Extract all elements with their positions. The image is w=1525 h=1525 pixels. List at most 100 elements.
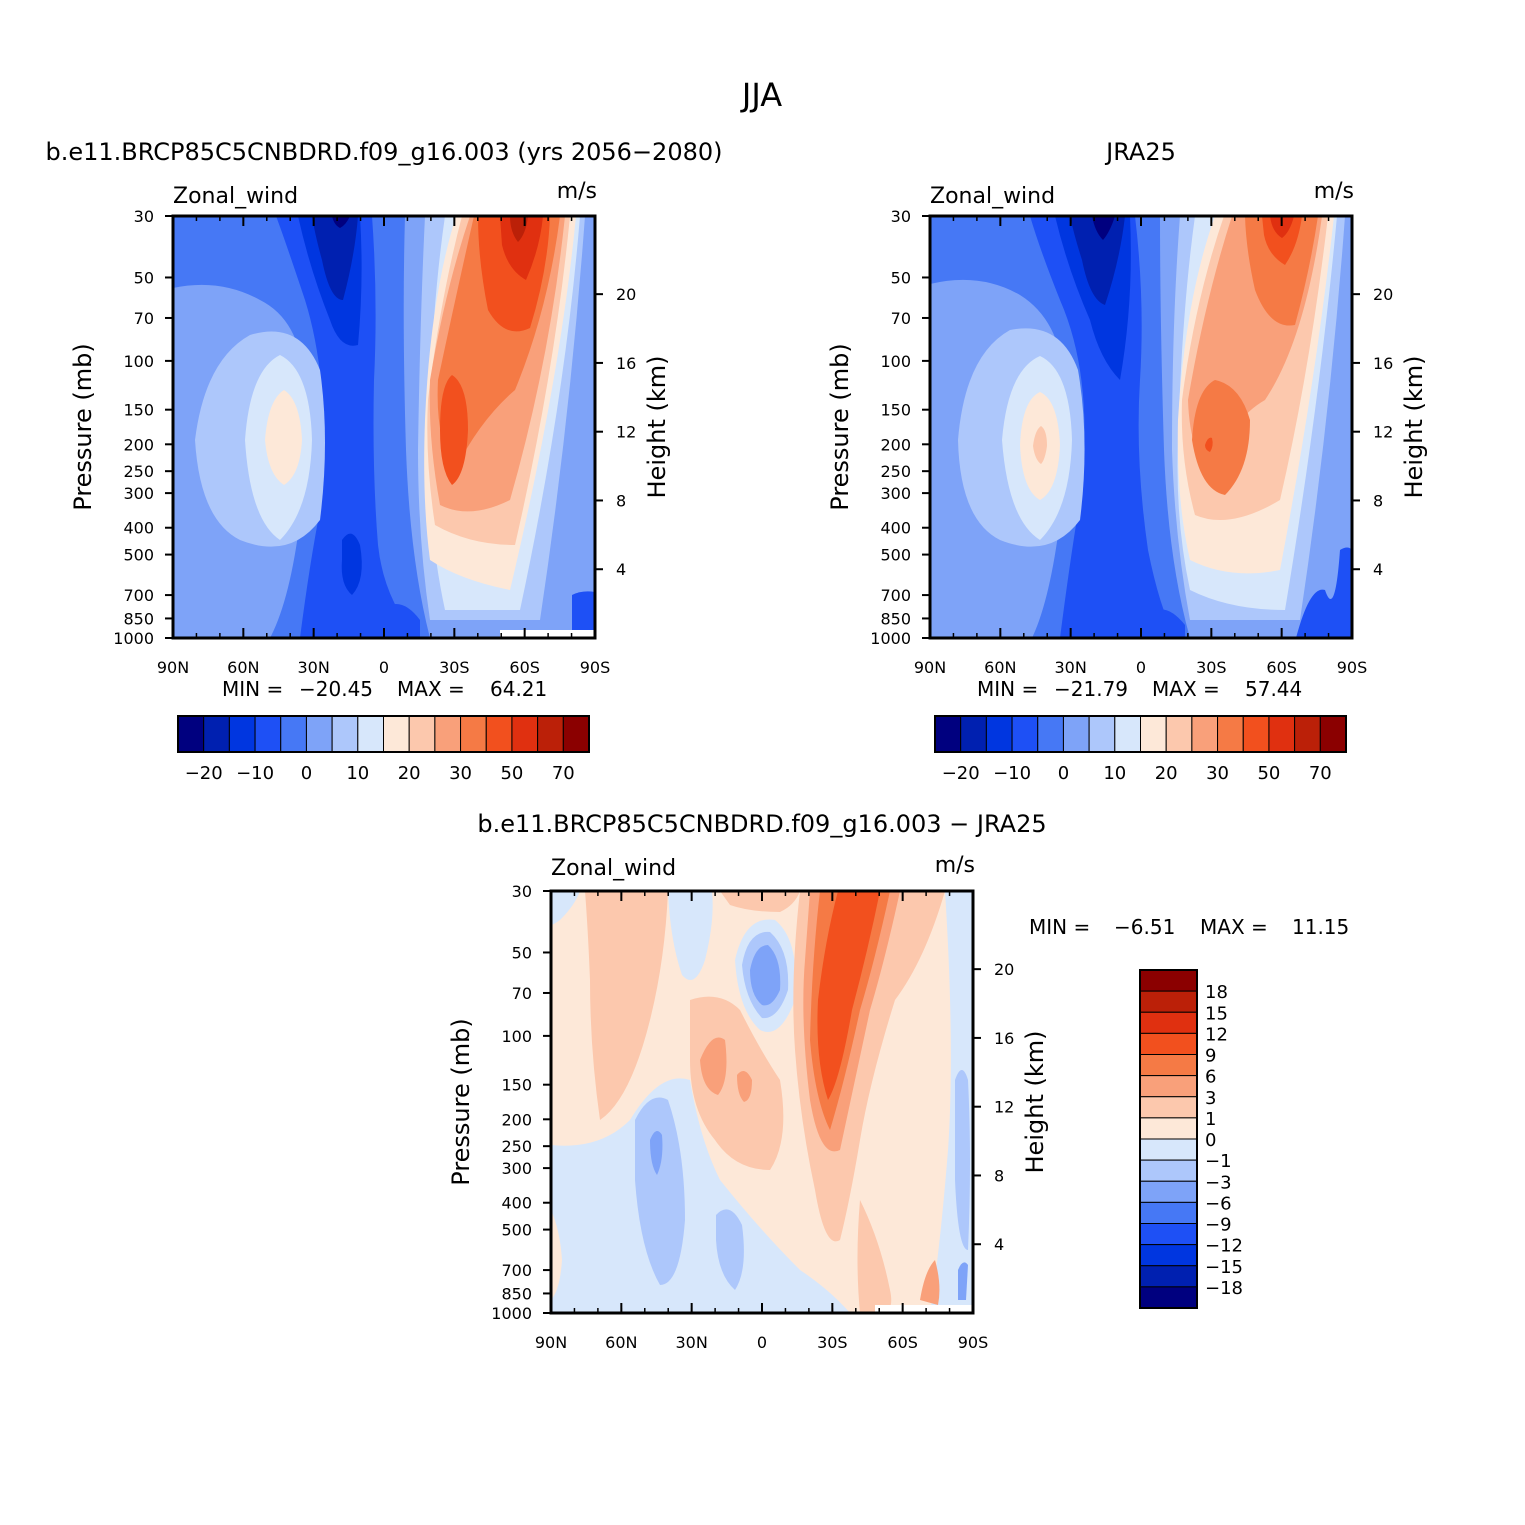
colorbar-horizontal-0: −20 −10 0 10 20 30 50 70 [177, 715, 590, 784]
y-tick-label: 850 [501, 1284, 532, 1303]
height-tick-label: 20 [1373, 285, 1393, 304]
height-tick-label: 4 [994, 1235, 1004, 1254]
height-tick-label: 16 [994, 1029, 1014, 1048]
panel-title: JRA25 [1104, 138, 1176, 166]
y-tick-label: 150 [880, 401, 911, 420]
contour-sfc-s [1296, 547, 1352, 638]
colorbar-swatch [1139, 990, 1198, 1013]
contour-w70 [510, 216, 528, 242]
colorbar-swatch [1139, 969, 1198, 992]
y-tick-label: 700 [123, 586, 154, 605]
colorbar-label: 0 [1058, 763, 1069, 784]
height-tick-label: 20 [994, 960, 1014, 979]
y-tick-label: 200 [501, 1110, 532, 1129]
y-tick-label: 250 [501, 1137, 532, 1156]
variable-label: Zonal_wind [551, 856, 676, 881]
stats-reanalysis: MIN = −21.79 MAX = 57.44 [977, 677, 1302, 701]
contour-w50-core [440, 375, 468, 485]
colorbar-swatch [1217, 715, 1244, 753]
max-value: 64.21 [490, 677, 547, 701]
height-tick-label: 12 [994, 1098, 1014, 1117]
x-tick-label: 30N [298, 658, 330, 677]
colorbar-swatch [1139, 1159, 1198, 1182]
colorbar-label: −3 [1205, 1172, 1232, 1193]
colorbar-swatch [1088, 715, 1116, 753]
colorbar-label: 10 [1103, 763, 1126, 784]
colorbar-swatch [1011, 715, 1039, 753]
colorbar-swatch [1139, 1075, 1198, 1098]
y-tick-label: 1000 [113, 629, 154, 648]
colorbar-swatch [305, 715, 333, 753]
y-tick-label: 50 [134, 268, 154, 287]
contour-neg6-left [650, 1131, 663, 1175]
y-tick-label: 700 [501, 1261, 532, 1280]
min-value: −20.45 [299, 677, 373, 701]
colorbar-label: −9 [1205, 1215, 1232, 1236]
y-tick-label: 150 [501, 1076, 532, 1095]
contour-neg3-mid [716, 1209, 744, 1290]
colorbar-label: 70 [1309, 763, 1332, 784]
colorbar-swatch [408, 715, 436, 753]
missing-region [875, 1305, 973, 1313]
min-value: −21.79 [1054, 677, 1128, 701]
colorbar-label: 30 [449, 763, 472, 784]
x-tick-label: 60N [984, 658, 1016, 677]
contour-m15-low [341, 533, 362, 595]
x-tick-label: 90N [535, 1333, 567, 1352]
colorbar-label: 20 [1155, 763, 1178, 784]
y-tick-label: 500 [880, 546, 911, 565]
colorbar-label: −6 [1205, 1193, 1232, 1214]
colorbar-swatch [1319, 715, 1347, 753]
colorbar-swatch [1062, 715, 1090, 753]
max-label: MAX = [1152, 677, 1220, 701]
panel-model: b.e11.BRCP85C5CNBDRD.f09_g16.003 (yrs 20… [45, 138, 723, 640]
y-tick-label: 300 [123, 484, 154, 503]
units-label: m/s [557, 179, 597, 204]
colorbar-label: 10 [346, 763, 369, 784]
colorbar-swatch [1139, 1223, 1198, 1246]
height-tick-label: 4 [1373, 560, 1383, 579]
x-tick-label: 90N [914, 658, 946, 677]
height-tick-label: 8 [616, 491, 626, 510]
contour-m10 [276, 216, 418, 638]
contour-w40-upper [1245, 216, 1318, 326]
colorbar-label: 9 [1205, 1046, 1216, 1067]
contour-pos3-b [737, 1071, 752, 1102]
colorbar-swatch [1139, 1138, 1198, 1161]
height-axis-title: Height (km) [643, 356, 671, 499]
contour-neg-left [551, 1078, 850, 1313]
colorbar-swatch [985, 715, 1013, 753]
colorbar-label: 1 [1205, 1109, 1216, 1130]
colorbar-swatch [1294, 715, 1321, 753]
colorbar-label: 0 [301, 763, 312, 784]
x-tick-label: 90S [1337, 658, 1368, 677]
contour-neg-top [668, 891, 713, 980]
colorbar-swatch [1139, 1096, 1198, 1119]
y-axis-title: Pressure (mb) [826, 343, 854, 510]
colorbar-swatch [1037, 715, 1064, 753]
contour-m10 [1030, 216, 1176, 638]
x-tick-label: 30S [1196, 658, 1227, 677]
y-tick-label: 150 [123, 401, 154, 420]
colorbar-swatch [434, 715, 462, 753]
colorbar-label: 50 [500, 763, 523, 784]
colorbar-swatch [1242, 715, 1270, 753]
x-tick-label: 0 [757, 1333, 767, 1352]
colorbar-label: −1 [1205, 1151, 1232, 1172]
colorbar-swatch [1268, 715, 1296, 753]
height-tick-label: 12 [1373, 423, 1393, 442]
contour-pos1-band [585, 891, 668, 1120]
x-tick-label: 0 [1136, 658, 1146, 677]
y-tick-label: 1000 [870, 629, 911, 648]
colorbar-label: −20 [185, 763, 223, 784]
units-label: m/s [1314, 179, 1354, 204]
y-tick-label: 500 [501, 1221, 532, 1240]
contour-pos3-sfc [920, 1260, 940, 1305]
contour-sfc-10 [1148, 609, 1185, 638]
colorbar-label: −18 [1205, 1278, 1243, 1299]
panel-difference: b.e11.BRCP85C5CNBDRD.f09_g16.003 − JRA25… [477, 810, 1047, 1315]
y-tick-label: 400 [880, 519, 911, 538]
y-tick-label: 250 [880, 462, 911, 481]
contour-neg3-east [955, 1070, 970, 1250]
contour-m20 [312, 216, 358, 300]
